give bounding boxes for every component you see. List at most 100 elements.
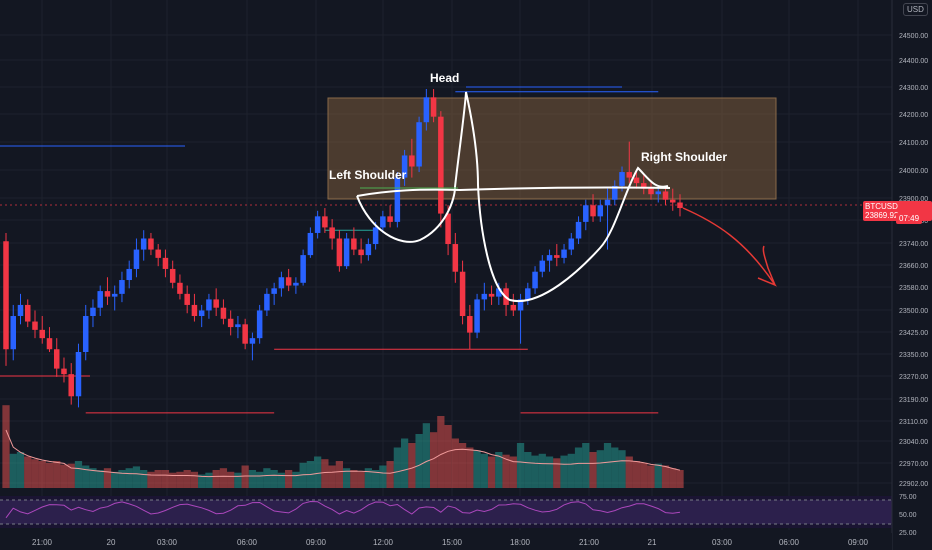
y-tick-label: 24300.00 <box>899 85 928 92</box>
volume-bar <box>553 458 561 488</box>
candle-body <box>452 244 459 272</box>
candle-body <box>90 307 96 317</box>
rsi-band <box>0 500 892 524</box>
x-tick-label: 09:00 <box>306 538 327 547</box>
candle-body <box>641 183 647 189</box>
x-tick-label: 06:00 <box>779 538 800 547</box>
candle-body <box>677 202 683 209</box>
x-tick-label: 21:00 <box>579 538 600 547</box>
volume-bar <box>45 462 54 488</box>
volume-bar <box>96 470 104 488</box>
candle-body <box>416 122 422 167</box>
candle-body <box>314 216 321 233</box>
candle-body <box>162 257 169 269</box>
volume-bar <box>234 472 242 488</box>
y-tick-label: 23110.00 <box>899 419 928 426</box>
candle-body <box>213 299 219 308</box>
volume-bar <box>350 470 358 488</box>
candle-body <box>532 271 538 289</box>
volume-bar <box>676 470 684 488</box>
volume-bar <box>125 468 133 488</box>
candle-body <box>97 291 103 308</box>
candle-body <box>496 288 502 297</box>
volume-bar <box>161 470 170 488</box>
volume-bar <box>364 468 372 488</box>
volume-bar <box>516 443 525 488</box>
candle-body <box>249 338 256 344</box>
x-tick-label: 20 <box>107 538 116 547</box>
candle-body <box>633 177 640 184</box>
candle-body <box>655 191 662 195</box>
candle-body <box>619 172 625 186</box>
candle-body <box>669 199 676 203</box>
volume-bar <box>400 438 409 488</box>
projection-arrow <box>682 207 777 287</box>
candle-body <box>46 338 53 350</box>
candle-body <box>387 216 393 222</box>
y-tick-label: 23740.00 <box>899 241 928 248</box>
candle-body <box>423 97 430 123</box>
volume-bar <box>524 452 532 488</box>
volume-bar <box>589 452 597 488</box>
candle-body <box>575 221 582 239</box>
candle-body <box>264 293 270 311</box>
volume-bar <box>103 468 112 488</box>
volume-bar <box>118 470 126 488</box>
candle-body <box>430 97 437 117</box>
countdown-label: 07:49 <box>896 213 923 224</box>
volume-bar <box>343 468 351 488</box>
candle-body <box>104 291 111 297</box>
neckline <box>356 186 671 197</box>
candle-body <box>401 155 408 178</box>
x-tick-label: 03:00 <box>157 538 178 547</box>
candle-body <box>119 280 125 294</box>
candle-body <box>488 293 495 297</box>
candle-body <box>409 155 415 167</box>
candle-body <box>380 216 386 228</box>
candle-body <box>39 329 45 339</box>
y-tick-label: 23350.00 <box>899 352 928 359</box>
volume-bar <box>2 405 10 488</box>
rsi-tick-label: 75.00 <box>899 494 917 501</box>
candle-body <box>256 310 263 339</box>
volume-bar <box>277 472 286 488</box>
volume-bar <box>270 470 278 488</box>
candle-body <box>590 205 596 217</box>
candle-body <box>648 188 654 195</box>
candle-body <box>372 227 379 245</box>
volume-bar <box>299 462 307 488</box>
candle-body <box>24 304 31 322</box>
candle-body <box>459 271 466 317</box>
volume-bar <box>89 468 97 488</box>
rsi-tick-label: 50.00 <box>899 512 917 519</box>
currency-badge[interactable]: USD <box>903 3 928 16</box>
volume-bar <box>480 453 488 488</box>
candle-body <box>510 304 517 311</box>
volume-ma-line <box>5 429 681 478</box>
volume-bar <box>495 452 503 488</box>
candle-body <box>184 293 190 305</box>
candle-body <box>336 238 343 267</box>
volume-bar <box>212 470 220 488</box>
volume-bar <box>661 465 670 488</box>
pattern-outline <box>356 91 669 303</box>
x-tick-label: 06:00 <box>237 538 258 547</box>
candle-body <box>662 191 669 200</box>
volume-bar <box>458 443 467 488</box>
candle-body <box>285 277 292 286</box>
volume-bar <box>53 461 61 488</box>
candle-body <box>32 321 38 330</box>
candle-body <box>235 324 241 328</box>
candle-body <box>68 374 74 397</box>
volume-bar <box>451 438 459 488</box>
volume-bar <box>219 468 228 488</box>
candle-body <box>82 316 89 352</box>
candle-body <box>148 238 154 250</box>
volume-bar <box>147 471 155 488</box>
x-tick-label: 15:00 <box>442 538 463 547</box>
candle-body <box>10 316 17 350</box>
candle-body <box>583 205 589 222</box>
volume-bar <box>371 470 380 488</box>
candle-body <box>278 277 285 289</box>
